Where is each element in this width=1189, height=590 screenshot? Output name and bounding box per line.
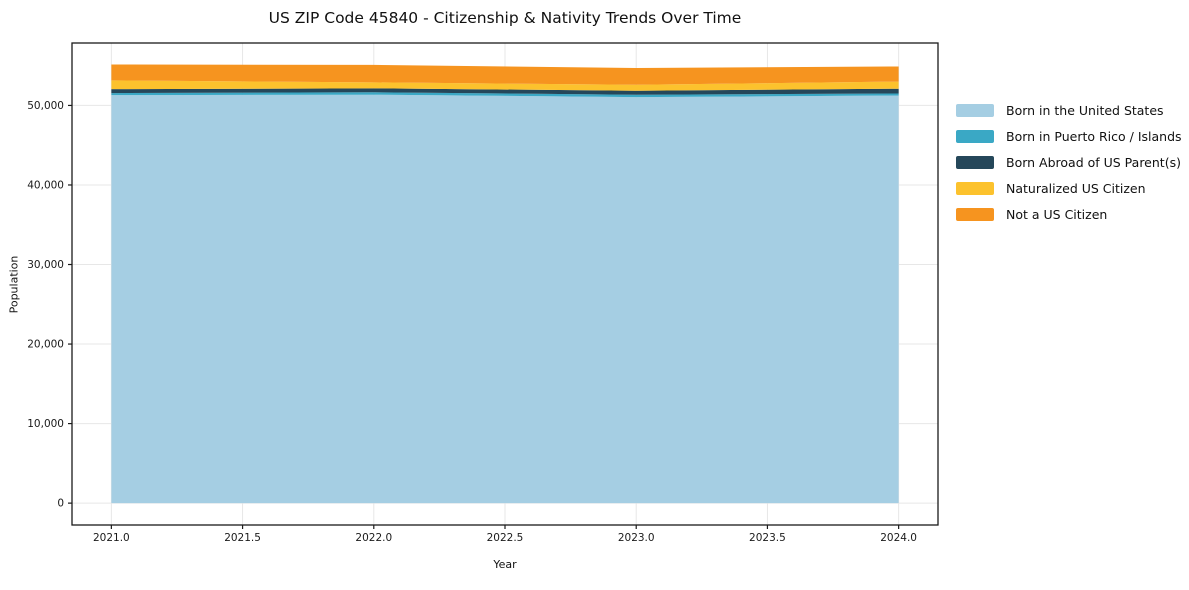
- y-axis-label: Population: [7, 255, 21, 314]
- area-series-1: [111, 94, 899, 504]
- area-series-3: [111, 88, 899, 95]
- legend-item-2: Born in Puerto Rico / Islands: [956, 127, 1182, 145]
- legend-swatch: [956, 103, 994, 117]
- x-axis-label: Year: [493, 558, 517, 571]
- y-tick-label: 20,000: [27, 339, 64, 351]
- x-tick-label: 2022.5: [487, 532, 524, 544]
- chart-legend: Born in the United States Born in Puerto …: [956, 101, 1182, 223]
- x-tick-label: 2021.0: [93, 532, 130, 544]
- x-tick-label: 2021.5: [224, 532, 261, 544]
- x-tick-label: 2023.0: [618, 532, 655, 544]
- y-tick-label: 40,000: [27, 179, 64, 191]
- legend-swatch: [956, 129, 994, 143]
- legend-label: Not a US Citizen: [1006, 206, 1108, 222]
- legend-label: Born in Puerto Rico / Islands: [1006, 128, 1182, 144]
- x-tick-label: 2023.5: [749, 532, 786, 544]
- legend-item-3: Born Abroad of US Parent(s): [956, 153, 1182, 171]
- legend-label: Naturalized US Citizen: [1006, 180, 1146, 196]
- y-tick-label: 50,000: [27, 100, 64, 112]
- legend-item-1: Born in the United States: [956, 101, 1182, 119]
- area-series-5: [111, 64, 899, 85]
- y-tick-label: 30,000: [27, 259, 64, 271]
- y-tick-label: 0: [57, 498, 64, 510]
- legend-item-4: Naturalized US Citizen: [956, 179, 1182, 197]
- legend-swatch: [956, 207, 994, 221]
- x-tick-label: 2024.0: [880, 532, 917, 544]
- area-series-2: [111, 92, 899, 98]
- y-tick-label: 10,000: [27, 418, 64, 430]
- chart-title: US ZIP Code 45840 - Citizenship & Nativi…: [268, 9, 742, 27]
- x-tick-label: 2022.0: [355, 532, 392, 544]
- area-series-4: [111, 80, 899, 91]
- legend-item-5: Not a US Citizen: [956, 205, 1182, 223]
- legend-label: Born in the United States: [1006, 102, 1164, 118]
- legend-label: Born Abroad of US Parent(s): [1006, 154, 1181, 170]
- legend-swatch: [956, 155, 994, 169]
- legend-swatch: [956, 181, 994, 195]
